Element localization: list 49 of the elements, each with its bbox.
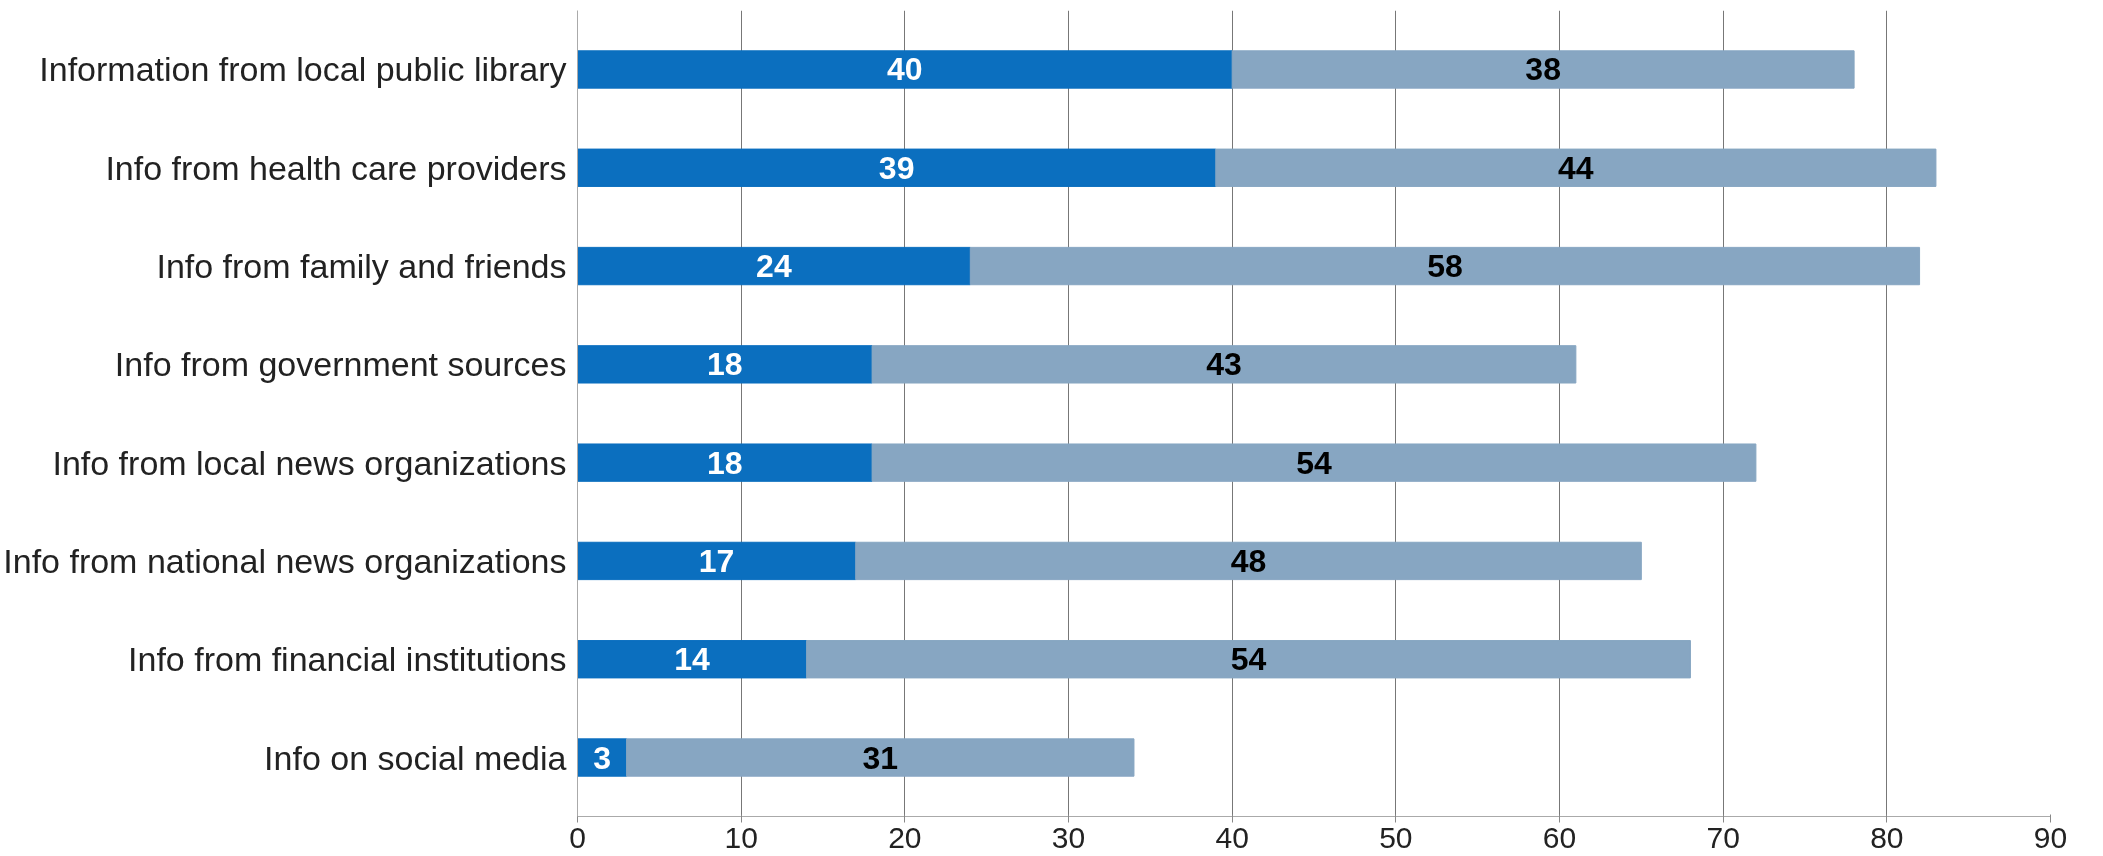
y-tick-label: Info on social media [264, 738, 567, 777]
y-tick-label: Info from government sources [114, 345, 567, 384]
bar [626, 738, 1135, 777]
x-tick-label: 60 [1542, 820, 1577, 854]
bar [577, 443, 873, 482]
y-tick-label: Info from financial institutions [128, 640, 567, 679]
bar [577, 148, 1217, 187]
y-tick-label: Info from family and friends [156, 247, 567, 286]
data-label: 18 [707, 346, 743, 383]
data-label: 18 [707, 444, 743, 481]
y-tick-label: Info from local news organizations [52, 443, 567, 482]
data-label: 14 [674, 641, 711, 678]
data-label: 38 [1525, 51, 1561, 88]
data-label: 17 [698, 542, 735, 579]
x-tick-label: 70 [1706, 820, 1740, 854]
bar [1231, 50, 1855, 89]
data-label: 43 [1206, 346, 1242, 383]
bar [577, 50, 1233, 89]
x-tick-label: 0 [569, 820, 586, 854]
bar [577, 246, 971, 286]
x-tick-label: 40 [1215, 820, 1249, 854]
bar [577, 345, 873, 384]
bar [871, 443, 1757, 482]
bar [577, 640, 808, 679]
x-tick-label: 80 [1870, 820, 1904, 854]
data-label: 31 [862, 739, 899, 776]
data-label: 44 [1558, 149, 1594, 186]
x-tick-label: 20 [888, 820, 922, 854]
x-tick-label: 10 [724, 820, 758, 854]
y-tick-label: Info from national news organizations [3, 541, 567, 580]
y-tick-label: Info from health care providers [105, 148, 567, 187]
bar [871, 345, 1577, 384]
bar [1215, 148, 1937, 187]
x-tick-label: 90 [2033, 820, 2068, 854]
data-label: 3 [593, 739, 611, 776]
data-label: 24 [756, 248, 792, 285]
x-tick-label: 50 [1379, 820, 1413, 854]
bar [806, 640, 1691, 679]
bar [855, 541, 1642, 581]
data-label: 39 [878, 149, 915, 186]
bar [577, 541, 857, 581]
data-label: 48 [1230, 542, 1267, 579]
data-label: 54 [1230, 641, 1267, 678]
data-label: 58 [1427, 248, 1463, 285]
data-label: 54 [1296, 444, 1332, 481]
y-tick-label: Information from local public library [39, 50, 567, 89]
x-tick-label: 30 [1051, 820, 1086, 854]
bar [969, 246, 1921, 286]
data-label: 40 [887, 51, 923, 88]
